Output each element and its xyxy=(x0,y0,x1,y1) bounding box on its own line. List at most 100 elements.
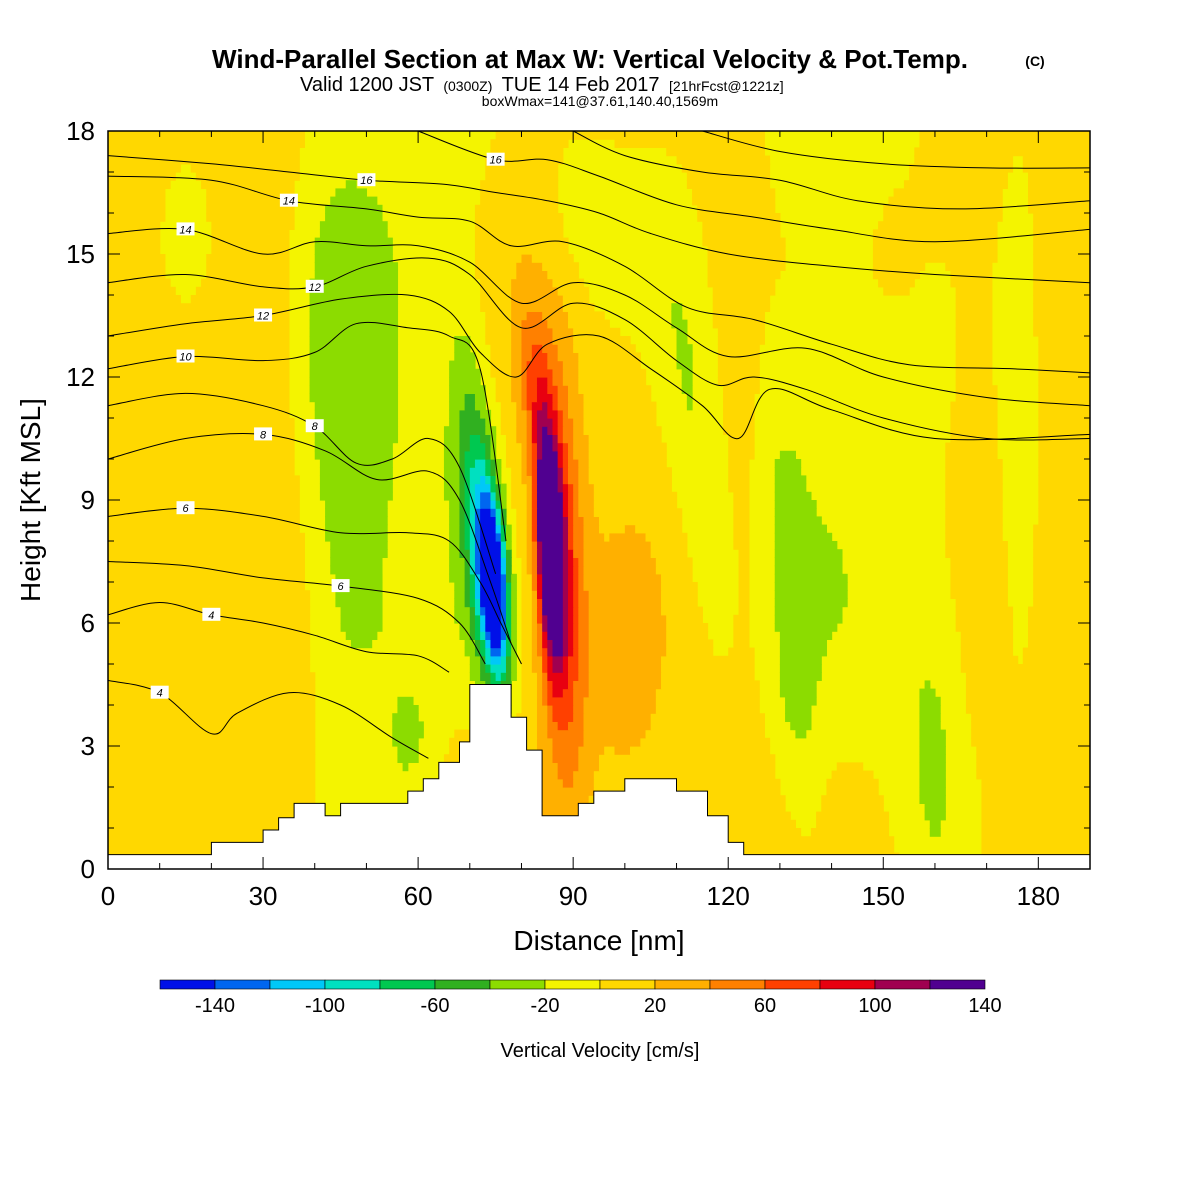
w-cell xyxy=(567,631,574,640)
w-cell xyxy=(795,729,807,739)
w-cell xyxy=(774,491,812,501)
w-cell xyxy=(774,565,843,575)
w-cell xyxy=(511,295,564,304)
w-cell xyxy=(536,541,543,550)
w-cell xyxy=(573,639,579,649)
w-cell xyxy=(733,508,750,517)
w-cell xyxy=(588,680,662,690)
w-cell xyxy=(655,705,760,714)
w-cell xyxy=(573,688,590,698)
w-cell xyxy=(557,770,574,780)
w-cell xyxy=(557,409,564,419)
w-cell xyxy=(459,434,471,444)
w-cell xyxy=(480,647,486,657)
w-cell xyxy=(567,549,574,558)
w-cell xyxy=(490,655,502,665)
w-cell xyxy=(531,524,538,534)
w-cell xyxy=(593,483,672,493)
w-cell xyxy=(1038,401,1090,411)
w-cell xyxy=(108,303,290,312)
w-cell xyxy=(955,327,993,337)
w-cell xyxy=(536,614,543,624)
w-cell xyxy=(573,483,579,493)
w-cell xyxy=(536,450,543,460)
w-cell xyxy=(1038,450,1090,460)
w-cell xyxy=(495,377,512,386)
w-cell xyxy=(573,508,579,517)
w-cell xyxy=(588,467,672,476)
w-cell xyxy=(449,508,461,517)
w-cell xyxy=(1027,180,1090,189)
w-cell xyxy=(723,385,760,394)
theta-contour-line xyxy=(108,257,1090,441)
w-cell xyxy=(552,705,574,714)
w-cell xyxy=(108,524,300,534)
w-cell xyxy=(676,344,693,353)
colorbar: -140 -100 -60 -20 20 60 100 140 xyxy=(159,979,1002,1017)
w-cell xyxy=(981,803,1090,813)
w-cell xyxy=(960,639,1014,649)
w-cell xyxy=(681,368,693,378)
w-cell xyxy=(567,573,574,583)
w-cell xyxy=(779,631,833,640)
w-cell xyxy=(474,639,481,649)
w-cell xyxy=(557,344,574,353)
w-cell xyxy=(397,746,419,755)
w-cell xyxy=(774,483,807,493)
contour-label: 6 xyxy=(182,503,189,515)
w-cell xyxy=(505,573,512,583)
w-cell xyxy=(500,491,507,501)
w-cell xyxy=(919,713,941,722)
w-cell xyxy=(552,393,559,403)
w-cell xyxy=(562,557,569,567)
w-cell xyxy=(583,582,662,591)
w-cell xyxy=(578,614,590,624)
w-cell xyxy=(573,532,585,542)
w-cell xyxy=(443,491,461,501)
w-cell xyxy=(485,647,492,657)
w-cell xyxy=(500,647,507,657)
w-cell xyxy=(495,483,502,493)
w-cell xyxy=(552,327,574,337)
w-cell xyxy=(531,557,538,567)
w-cell xyxy=(309,336,399,345)
w-cell xyxy=(1038,442,1090,452)
w-cell xyxy=(547,360,564,370)
w-cell xyxy=(955,319,993,329)
w-cell xyxy=(108,401,290,411)
w-cell xyxy=(521,705,538,714)
w-cell xyxy=(562,467,569,476)
contour-label-bg xyxy=(305,419,324,433)
w-cell xyxy=(521,401,528,411)
w-cell xyxy=(511,614,517,624)
w-cell xyxy=(779,688,817,698)
w-cell xyxy=(583,713,652,722)
w-cell xyxy=(738,582,750,591)
w-cell xyxy=(583,516,600,526)
w-cell xyxy=(588,639,667,649)
w-cell xyxy=(1038,385,1090,394)
w-cell xyxy=(981,836,1090,845)
w-cell xyxy=(108,705,316,714)
w-cell xyxy=(717,368,760,378)
w-cell xyxy=(965,672,1090,681)
w-cell xyxy=(733,500,750,509)
w-cell xyxy=(490,475,497,485)
w-cell xyxy=(1027,614,1090,624)
w-cell xyxy=(562,450,569,460)
w-cell xyxy=(314,245,393,255)
w-cell xyxy=(816,819,890,829)
y-tick-label: 18 xyxy=(66,116,95,146)
w-cell xyxy=(490,450,497,460)
w-cell xyxy=(562,631,569,640)
w-cell xyxy=(516,270,548,280)
w-cell xyxy=(474,491,481,501)
w-cell xyxy=(567,582,574,591)
w-cell xyxy=(511,344,523,353)
w-cell xyxy=(330,196,378,206)
w-cell xyxy=(531,459,538,468)
w-cell xyxy=(562,516,569,526)
w-cell xyxy=(526,541,533,550)
w-cell xyxy=(474,245,569,255)
w-cell xyxy=(578,746,605,755)
